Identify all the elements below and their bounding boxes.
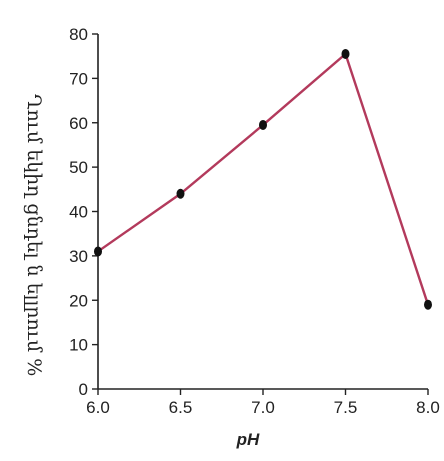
y-tick-label: 60 [69,114,88,133]
axes [97,34,428,390]
x-tick-label: 8.0 [416,398,440,417]
series-line [97,51,430,306]
series [94,48,432,310]
y-tick-label: 70 [69,69,88,88]
x-tick-label: 6.0 [86,398,110,417]
y-tick-label: 10 [69,336,88,355]
y-tick-label: 40 [69,203,88,222]
y-axis-title: Ղում եկիղ ցնդել ն ելլրում % [23,94,45,377]
y-tick-label: 20 [69,291,88,310]
x-tick-label: 6.5 [169,398,193,417]
x-tick-label: 7.0 [251,398,275,417]
data-point [424,299,432,310]
y-tick-label: 30 [69,247,88,266]
x-axis-title: pH [236,430,260,449]
data-point [341,48,350,59]
ticks: 0 10 20 30 40 50 60 70 80 6.0 6.5 7.0 7.5 8.0 [69,25,440,417]
data-point [259,119,267,130]
y-tick-label: 80 [69,25,88,44]
data-point [176,188,185,199]
y-tick-label: 50 [69,158,88,177]
x-tick-label: 7.5 [334,398,358,417]
data-point [94,246,102,257]
y-tick-label: 0 [79,380,88,399]
